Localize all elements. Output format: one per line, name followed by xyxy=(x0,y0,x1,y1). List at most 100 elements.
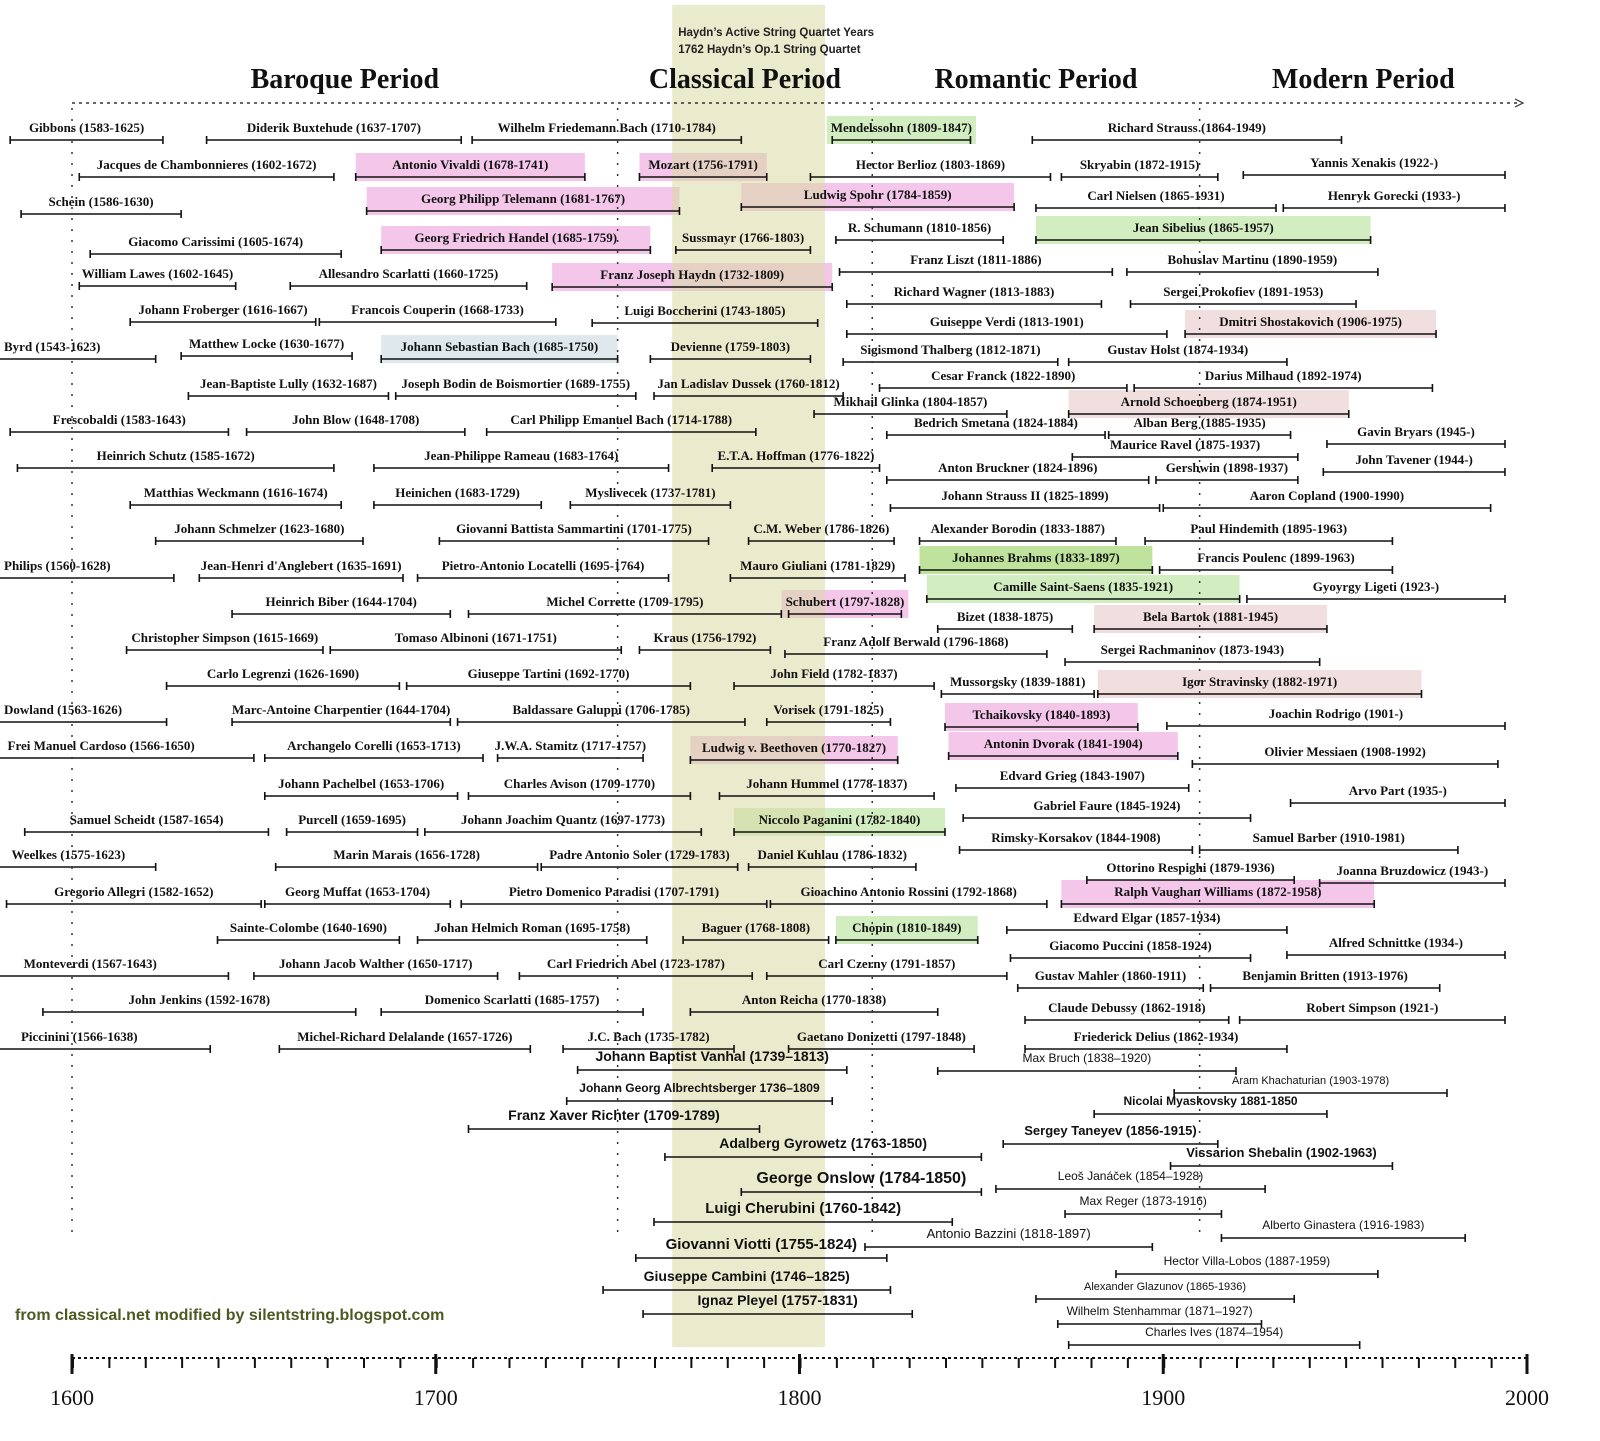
lifespan-line xyxy=(838,268,1114,276)
period-heading: Classical Period xyxy=(649,64,842,95)
lifespan-line xyxy=(845,330,1168,338)
lifespan-line xyxy=(460,900,768,908)
composer-label: Francois Couperin (1668-1733) xyxy=(351,302,524,317)
lifespan-line xyxy=(518,972,754,980)
composer-label: Cesar Franck (1822-1890) xyxy=(931,368,1075,383)
composer-label: Jacques de Chambonnieres (1602-1672) xyxy=(97,157,317,172)
composer-label: Michel Corrette (1709-1795) xyxy=(546,594,703,609)
lifespan-line xyxy=(936,625,1074,633)
composer-label: Guiseppe Verdi (1813-1901) xyxy=(930,314,1084,329)
composer-label: Dowland (1563-1626) xyxy=(4,702,122,717)
lifespan-line xyxy=(1162,504,1492,512)
composer-label: Johannes Brahms (1833-1897) xyxy=(952,550,1120,565)
composer-label: John Tavener (1944-) xyxy=(1355,452,1473,467)
composer-label: Piccinini (1566-1638) xyxy=(21,1029,138,1044)
composer-label: Benjamin Britten (1913-1976) xyxy=(1242,968,1407,983)
lifespan-line xyxy=(1318,879,1506,887)
composer-label: Pietro-Antonio Locatelli (1695-1764) xyxy=(442,558,645,573)
lifespan-line xyxy=(1060,900,1376,908)
lifespan-line xyxy=(467,610,783,618)
composer-label: Bedrich Smetana (1824-1884) xyxy=(914,415,1078,430)
lifespan-line xyxy=(329,646,623,654)
lifespan-line xyxy=(1067,1341,1361,1349)
composer-label: Adalberg Gyrowetz (1763-1850) xyxy=(719,1135,927,1151)
composer-label: Alfred Schnittke (1934-) xyxy=(1329,935,1463,950)
composer-label: Camille Saint-Saens (1835-1921) xyxy=(993,579,1173,594)
lifespan-line xyxy=(675,246,812,254)
composer-label: Chopin (1810-1849) xyxy=(852,920,961,935)
composer-label: Mussorgsky (1839-1881) xyxy=(950,674,1085,689)
lifespan-line xyxy=(78,173,335,181)
composer-label: Vissarion Shebalin (1902-1963) xyxy=(1186,1145,1377,1160)
composer-label: Edvard Grieg (1843-1907) xyxy=(1000,768,1145,783)
composer-label: Monteverdi (1567-1643) xyxy=(24,956,157,971)
composer-label: Gershwin (1898-1937) xyxy=(1166,460,1288,475)
lifespan-line xyxy=(689,1008,939,1016)
composer-label: Jan Ladislav Dussek (1760-1812) xyxy=(657,376,839,391)
composer-label: Richard Strauss (1864-1949) xyxy=(1108,120,1266,135)
composer-label: Giovanni Battista Sammartini (1701-1775) xyxy=(456,521,692,536)
lifespan-line xyxy=(42,1008,357,1016)
composer-label: Rimsky-Korsakov (1844-1908) xyxy=(991,830,1160,845)
composer-label: Mauro Giuliani (1781-1829) xyxy=(740,558,895,573)
lifespan-line xyxy=(1035,236,1372,244)
composer-label: Gregorio Allegri (1582-1652) xyxy=(54,884,213,899)
band-layer xyxy=(672,5,825,1347)
x-tick-label: 2000 xyxy=(1505,1385,1549,1410)
composer-label: J.C. Bach (1735-1782) xyxy=(588,1029,710,1044)
lifespan-line xyxy=(1326,440,1506,448)
composer-label: Weelkes (1575-1623) xyxy=(11,847,125,862)
lifespan-line xyxy=(405,682,692,690)
lifespan-line xyxy=(231,610,452,618)
lifespan-line xyxy=(129,318,317,326)
lifespan-line xyxy=(471,136,743,144)
lifespan-line xyxy=(0,754,255,762)
lifespan-line xyxy=(23,828,270,836)
lifespan-line xyxy=(947,752,1179,760)
composer-label: Wilhelm Stenhammar (1871–1927) xyxy=(1067,1304,1253,1318)
composer-label: Gavin Bryars (1945-) xyxy=(1357,424,1475,439)
lifespan-line xyxy=(1107,431,1292,439)
composer-label: Gaetano Donizetti (1797-1848) xyxy=(797,1029,966,1044)
lifespan-line xyxy=(653,392,844,400)
composer-label: Arnold Schoenberg (1874-1951) xyxy=(1121,394,1297,409)
lifespan-line xyxy=(889,504,1161,512)
composer-label: Giacomo Puccini (1858-1924) xyxy=(1049,938,1211,953)
lifespan-line xyxy=(1093,1110,1328,1118)
composer-label: Johann Joachim Quantz (1697-1773) xyxy=(461,812,665,827)
composer-label: Byrd (1543-1623) xyxy=(4,339,100,354)
lifespan-line xyxy=(1246,595,1506,603)
composer-label: Bela Bartok (1881-1945) xyxy=(1143,609,1278,624)
lifespan-line xyxy=(649,355,812,363)
lifespan-line xyxy=(765,718,892,726)
lifespan-line xyxy=(1024,1045,1288,1053)
composer-label: Johann Jacob Walther (1650-1717) xyxy=(279,956,472,971)
lifespan-line xyxy=(0,355,157,363)
composer-label: Joanna Bruzdowicz (1943-) xyxy=(1336,863,1488,878)
composer-label: Niccolo Paganini (1782-1840) xyxy=(759,812,921,827)
lifespan-line xyxy=(438,537,710,545)
lifespan-line xyxy=(394,392,637,400)
composer-label: Franz Adolf Berwald (1796-1868) xyxy=(823,634,1008,649)
composer-label: Antonin Dvorak (1841-1904) xyxy=(984,736,1143,751)
composer-label: Padre Antonio Soler (1729-1783) xyxy=(549,847,729,862)
top-arrow xyxy=(1514,98,1525,108)
lifespan-line xyxy=(485,428,757,436)
lifespan-line xyxy=(187,392,390,400)
lifespan-line xyxy=(1126,268,1379,276)
composer-label: Robert Simpson (1921-) xyxy=(1306,1000,1438,1015)
composer-label: Carl Nielsen (1865-1931) xyxy=(1087,188,1224,203)
composer-label: Kraus (1756-1792) xyxy=(653,630,756,645)
composer-label: Archangelo Corelli (1653-1713) xyxy=(287,738,461,753)
lifespan-line xyxy=(1220,1234,1466,1242)
composer-label: Sainte-Colombe (1640-1690) xyxy=(230,920,387,935)
lifespan-line xyxy=(1282,204,1506,212)
composer-label: Edward Elgar (1857-1934) xyxy=(1073,910,1220,925)
lifespan-line xyxy=(962,814,1252,822)
composer-label: John Blow (1648-1708) xyxy=(292,412,419,427)
lifespan-line xyxy=(940,690,1095,698)
lifespan-line xyxy=(89,250,342,258)
lifespan-line xyxy=(1286,951,1506,959)
composer-label: Ignaz Pleyel (1757-1831) xyxy=(698,1292,858,1308)
composer-label: Philips (1560-1628) xyxy=(4,558,111,573)
